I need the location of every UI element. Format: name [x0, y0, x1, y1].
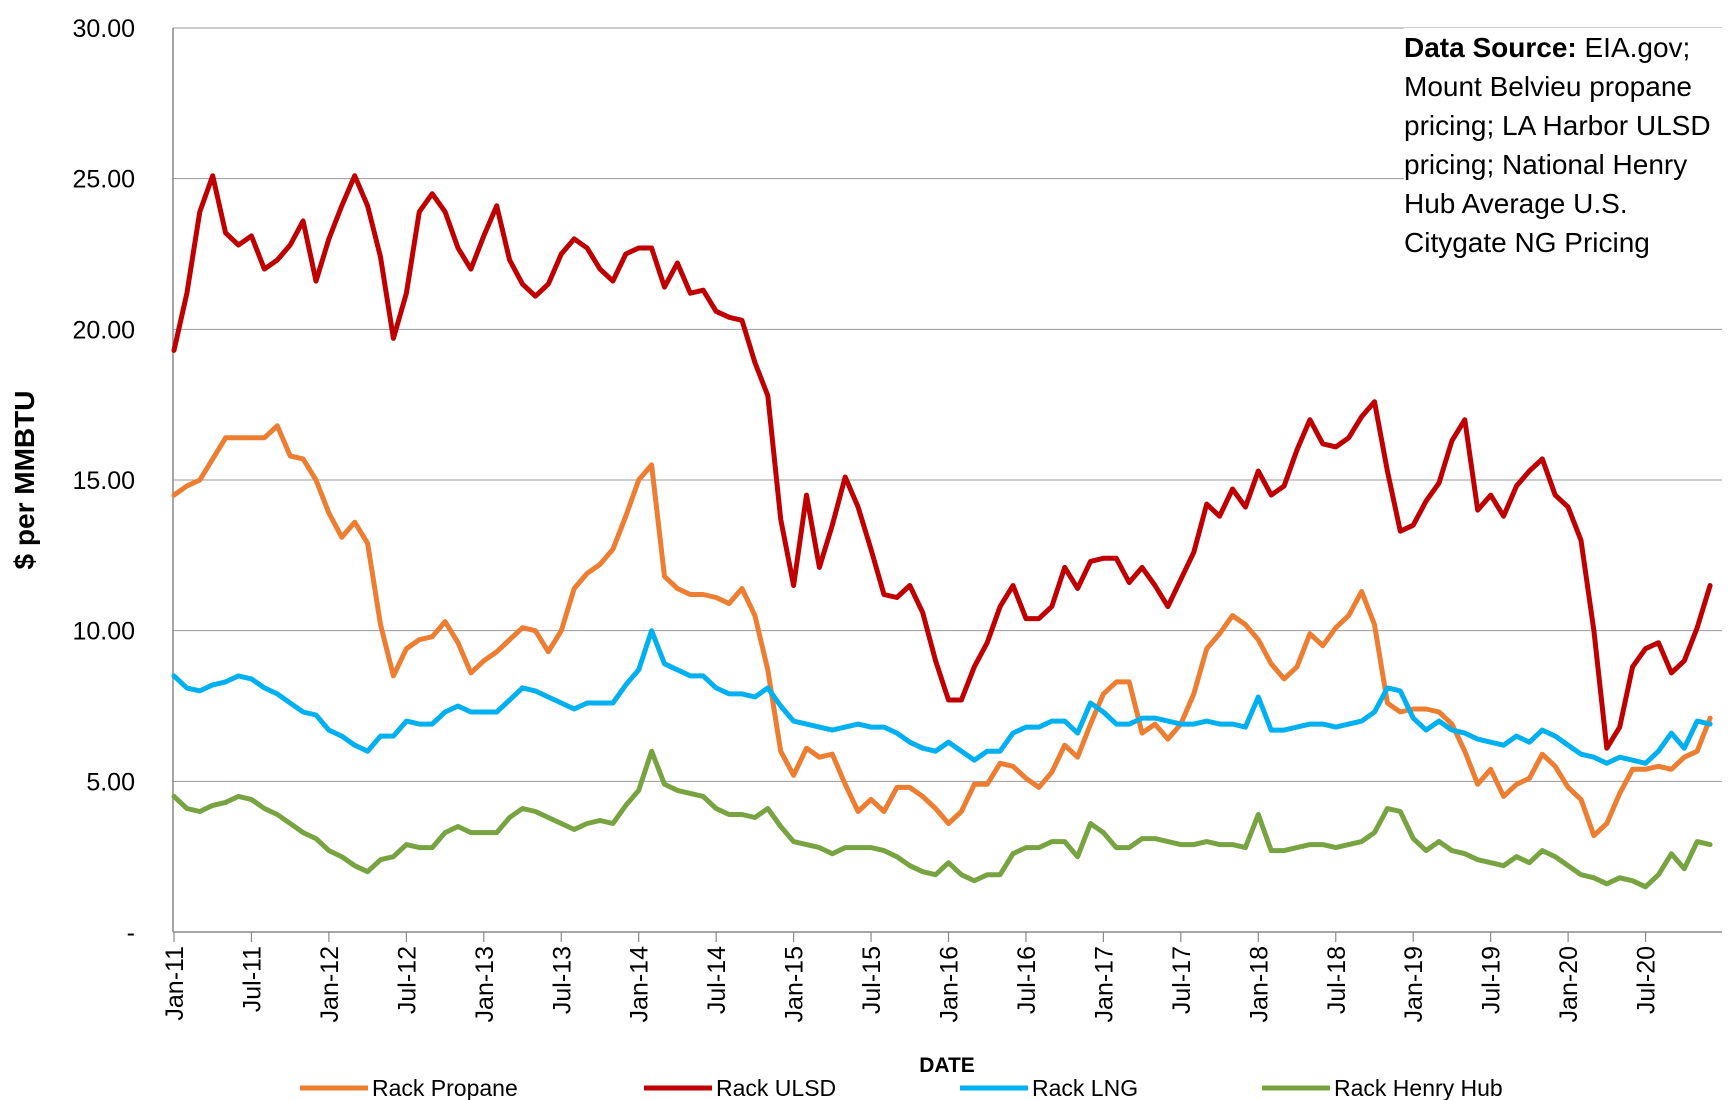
- x-tick-label: Jan-19: [1400, 946, 1428, 1022]
- x-tick-labels: Jan-11 Jul-11 Jan-12 Jul-12 Jan-13 Jul-13 Jan-…: [161, 946, 1661, 1023]
- x-tick-label: Jul-11: [238, 946, 266, 1012]
- x-tick-label: Jan-16: [936, 946, 964, 1022]
- y-tick-labels: - 5.00 10.00 15.00 20.00 25.00 30.00: [72, 15, 135, 947]
- x-tick-label: Jan-12: [316, 946, 344, 1022]
- x-tick-label: Jul-12: [393, 946, 421, 1014]
- x-tick-label: Jul-14: [703, 946, 731, 1014]
- series-line-rack-ulsd: [171, 173, 1713, 751]
- y-tick-label: 10.00: [72, 618, 135, 646]
- x-tick-label: Jan-15: [781, 946, 809, 1022]
- legend-label: Rack Propane: [372, 1075, 518, 1100]
- series-line-rack-lng: [171, 628, 1713, 766]
- x-tick-label: Jan-20: [1555, 946, 1583, 1022]
- x-tick-label: Jul-19: [1478, 946, 1506, 1014]
- x-tick-label: Jan-11: [161, 946, 189, 1021]
- x-tick-label: Jan-14: [626, 946, 654, 1023]
- y-tick-label: 25.00: [72, 166, 135, 194]
- legend-label: Rack ULSD: [716, 1075, 836, 1100]
- x-tick-label: Jul-18: [1323, 946, 1351, 1014]
- y-tick-label: 5.00: [86, 768, 135, 796]
- data-source-label: Data Source:: [1404, 32, 1577, 63]
- y-tick-label: 15.00: [72, 467, 135, 495]
- y-tick-label: 30.00: [72, 15, 135, 43]
- x-tick-label: Jul-20: [1633, 946, 1661, 1014]
- data-source-text: EIA.gov; Mount Belvieu propane pricing; …: [1404, 32, 1711, 258]
- x-tick-label: Jan-13: [471, 946, 499, 1022]
- x-tick-label: Jul-13: [548, 946, 576, 1014]
- data-source-annotation: Data Source: EIA.gov; Mount Belvieu prop…: [1404, 28, 1724, 262]
- x-tick-label: Jan-18: [1245, 946, 1273, 1022]
- y-tick-label: -: [127, 919, 135, 947]
- y-axis-title: $ per MMBTU: [9, 391, 40, 570]
- x-axis-title: DATE: [919, 1054, 975, 1077]
- y-tick-label: 20.00: [72, 316, 135, 344]
- series-line-rack-henry-hub: [171, 748, 1713, 890]
- series-lines: [171, 173, 1713, 890]
- x-tick-label: Jul-16: [1013, 946, 1041, 1014]
- axes: [172, 28, 1722, 942]
- x-tick-label: Jul-17: [1168, 946, 1196, 1014]
- x-tick-label: Jul-15: [858, 946, 886, 1014]
- x-tick-label: Jan-17: [1090, 946, 1118, 1022]
- gridlines: [173, 27, 1722, 782]
- legend: Rack Propane Rack ULSD Rack LNG Rack Henry …: [300, 1075, 1503, 1100]
- legend-label: Rack Henry Hub: [1334, 1075, 1503, 1100]
- legend-label: Rack LNG: [1032, 1075, 1138, 1100]
